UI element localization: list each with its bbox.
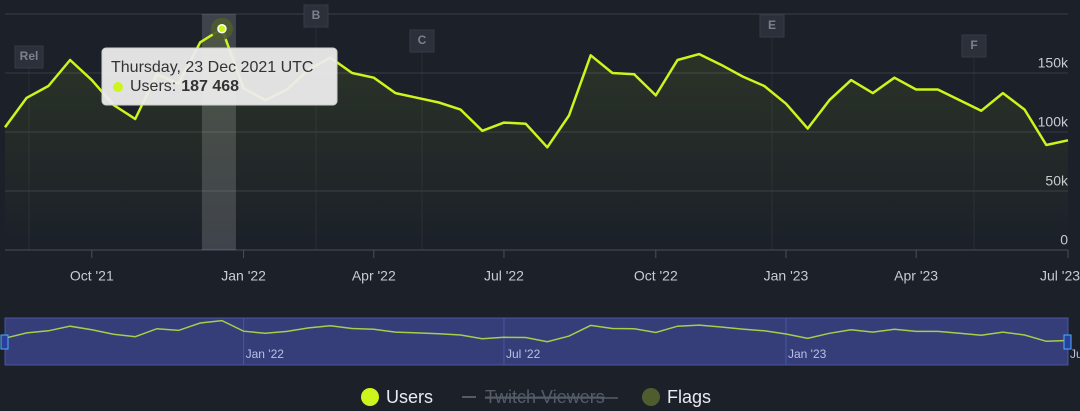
navigator-bg	[4, 317, 1069, 366]
x-tick-label: Apr '22	[352, 268, 396, 284]
x-tick-label: Jan '23	[764, 268, 809, 284]
x-tick-label: Oct '22	[634, 268, 678, 284]
navigator-label: Jan '22	[246, 347, 285, 361]
navigator-handle[interactable]	[1063, 334, 1072, 350]
flag-label: B	[312, 8, 321, 22]
legend-label[interactable]: Twitch Viewers	[485, 387, 605, 407]
tooltip-series: Users:	[130, 78, 176, 95]
area	[5, 28, 1068, 250]
flag-box	[961, 34, 987, 58]
flag-box	[14, 45, 44, 69]
x-axis: Oct '21 Jan '22 Apr '22 Jul '22 Oct '22 Jan '…	[70, 250, 1080, 284]
legend-label[interactable]: Flags	[667, 387, 711, 407]
legend-swatch[interactable]	[361, 388, 379, 406]
tooltip-value: Users: 187 468	[130, 78, 239, 95]
navigator: Jan '22 Jul '22 Jan '23 Jul '23	[0, 317, 1080, 366]
flag-label: Rel	[20, 49, 39, 63]
navigator-label: Jul '22	[506, 347, 541, 361]
navigator-line	[4, 319, 1069, 343]
flag-box	[759, 14, 785, 38]
x-tick-label: Jan '22	[221, 268, 266, 284]
navigator-handle[interactable]	[0, 334, 9, 350]
legend-label[interactable]: Users	[386, 387, 433, 407]
flag-box	[409, 29, 435, 53]
flag-label: F	[970, 38, 977, 52]
y-tick-label: 100k	[1038, 114, 1069, 130]
tooltip-dot	[113, 82, 123, 92]
navigator-label: Jul '23	[1070, 347, 1080, 361]
tooltip-title: Thursday, 23 Dec 2021 UTC	[111, 59, 313, 76]
x-tick-label: Apr '23	[894, 268, 938, 284]
y-tick-label: 150k	[1038, 55, 1069, 71]
hover-point	[217, 24, 227, 34]
flag-box	[303, 4, 329, 28]
x-tick-label: Oct '21	[70, 268, 114, 284]
legend[interactable]: Users Twitch Viewers Flags	[361, 387, 711, 407]
x-tick-label: Jul '23	[1040, 268, 1080, 284]
flag-label: E	[768, 18, 776, 32]
legend-swatch[interactable]	[642, 388, 660, 406]
tooltip: Thursday, 23 Dec 2021 UTC Users: 187 468	[101, 17, 338, 106]
flag-label: C	[418, 33, 427, 47]
tooltip-box	[101, 47, 338, 106]
navigator-label: Jan '23	[788, 347, 827, 361]
flags: Rel B C E F	[14, 4, 987, 250]
tooltip-number: 187 468	[181, 78, 239, 95]
x-tick-label: Jul '22	[484, 268, 524, 284]
